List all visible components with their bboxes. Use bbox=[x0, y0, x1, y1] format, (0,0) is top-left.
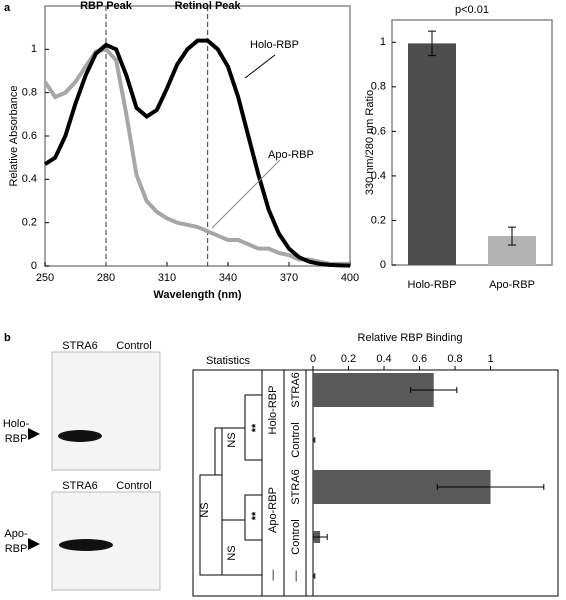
x-tick-label: 1 bbox=[487, 353, 493, 365]
error-bar bbox=[312, 437, 316, 443]
x-tick-label: 0.8 bbox=[447, 353, 462, 365]
blot-column-label: STRA6 bbox=[62, 480, 97, 492]
group-label: — bbox=[267, 570, 279, 581]
row-label: Control bbox=[290, 519, 302, 554]
group-label: Apo-RBP bbox=[267, 487, 279, 533]
statistics-mark: ** bbox=[250, 423, 262, 432]
y-tick-label: 1 bbox=[31, 43, 37, 55]
panel-label: b bbox=[4, 332, 11, 344]
x-tick-label: 370 bbox=[280, 272, 298, 284]
blot-row-label: RBP bbox=[5, 433, 28, 445]
y-tick-label: 0.8 bbox=[371, 81, 386, 93]
x-tick-label: Apo-RBP bbox=[489, 279, 535, 291]
arrowhead bbox=[28, 428, 40, 440]
leader-line bbox=[211, 159, 281, 229]
series-label: Apo-RBP bbox=[268, 149, 314, 161]
row-label: STRA6 bbox=[290, 469, 302, 504]
arrowhead bbox=[28, 538, 40, 550]
error-bar bbox=[428, 30, 436, 57]
x-tick-label: 0.2 bbox=[341, 353, 356, 365]
y-axis-label: 330 nm/280 nm Ratio bbox=[364, 90, 376, 195]
blot-band bbox=[58, 430, 102, 442]
blot-band bbox=[59, 539, 113, 551]
peak-label: Retinol Peak bbox=[175, 0, 242, 12]
blot-image bbox=[51, 351, 161, 471]
statistics-mark: NS bbox=[199, 502, 211, 517]
row-label: Control bbox=[290, 422, 302, 457]
error-bar bbox=[436, 484, 545, 490]
y-tick-label: 0 bbox=[380, 259, 386, 271]
y-axis-label: Relative Absorbance bbox=[8, 86, 20, 187]
series-label: Holo-RBP bbox=[250, 39, 299, 51]
line-series bbox=[43, 38, 351, 268]
dendrogram bbox=[199, 394, 262, 576]
y-tick-label: 1 bbox=[380, 36, 386, 48]
x-tick-label: 310 bbox=[158, 272, 176, 284]
y-tick-label: 0.6 bbox=[22, 130, 37, 142]
x-tick-label: Holo-RBP bbox=[408, 279, 457, 291]
blot-row-label: Holo- bbox=[3, 418, 30, 430]
group-label: Holo-RBP bbox=[267, 386, 279, 435]
y-tick-label: 0.2 bbox=[22, 217, 37, 229]
error-bar bbox=[312, 534, 328, 540]
x-tick-label: 340 bbox=[219, 272, 237, 284]
x-tick-label: 0.6 bbox=[412, 353, 427, 365]
blot-column-label: STRA6 bbox=[62, 340, 97, 352]
x-tick-label: 280 bbox=[97, 272, 115, 284]
chart-title: p<0.01 bbox=[455, 4, 489, 16]
blot-row-label: Apo- bbox=[4, 528, 28, 540]
row-label: — bbox=[290, 571, 302, 582]
bar bbox=[408, 43, 456, 265]
statistics-mark: NS bbox=[226, 545, 238, 560]
y-tick-label: 0.2 bbox=[371, 214, 386, 226]
x-tick-label: 0.4 bbox=[376, 353, 391, 365]
plot-frame bbox=[391, 19, 553, 266]
chart-title: Relative RBP Binding bbox=[358, 332, 463, 344]
y-tick-label: 0.4 bbox=[371, 170, 386, 182]
x-tick-label: 250 bbox=[36, 272, 54, 284]
leader-line bbox=[244, 54, 276, 79]
blot-row-label: RBP bbox=[5, 543, 28, 555]
error-bar bbox=[312, 573, 316, 579]
error-bar bbox=[410, 387, 458, 393]
y-tick-label: 0.8 bbox=[22, 87, 37, 99]
peak-label: RBP Peak bbox=[80, 0, 133, 12]
statistics-label: Statistics bbox=[206, 355, 251, 367]
y-tick-label: 0.6 bbox=[371, 125, 386, 137]
y-tick-label: 0 bbox=[31, 260, 37, 272]
x-axis-label: Wavelength (nm) bbox=[153, 289, 242, 301]
row-label: STRA6 bbox=[290, 372, 302, 407]
statistics-mark: ** bbox=[250, 511, 262, 520]
error-bar bbox=[508, 226, 516, 246]
y-tick-label: 0.4 bbox=[22, 173, 37, 185]
x-tick-label: 400 bbox=[341, 272, 359, 284]
blot-column-label: Control bbox=[116, 340, 151, 352]
statistics-mark: NS bbox=[226, 432, 238, 447]
blot-column-label: Control bbox=[116, 480, 151, 492]
panel-label: a bbox=[4, 2, 11, 14]
x-tick-label: 0 bbox=[310, 353, 316, 365]
